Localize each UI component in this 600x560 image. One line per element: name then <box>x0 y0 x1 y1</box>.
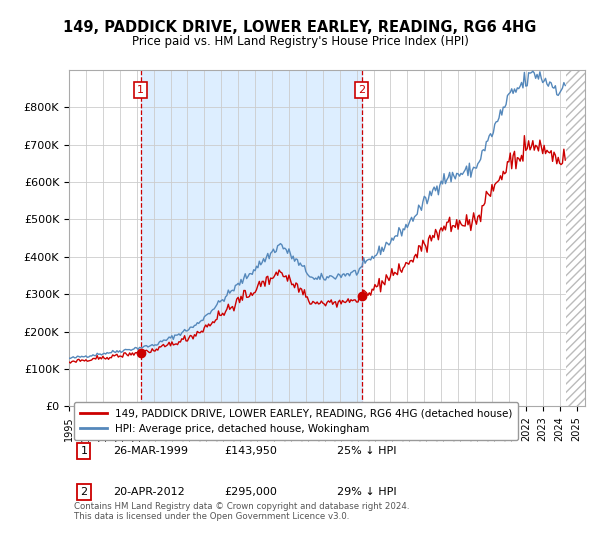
Text: 2: 2 <box>80 487 88 497</box>
Text: Contains HM Land Registry data © Crown copyright and database right 2024.
This d: Contains HM Land Registry data © Crown c… <box>74 502 410 521</box>
Bar <box>566 70 585 407</box>
Text: 20-APR-2012: 20-APR-2012 <box>113 487 185 497</box>
Text: £295,000: £295,000 <box>224 487 277 497</box>
Text: 29% ↓ HPI: 29% ↓ HPI <box>337 487 397 497</box>
Text: 1: 1 <box>80 446 88 456</box>
Legend: 149, PADDICK DRIVE, LOWER EARLEY, READING, RG6 4HG (detached house), HPI: Averag: 149, PADDICK DRIVE, LOWER EARLEY, READIN… <box>74 402 518 440</box>
Text: 2: 2 <box>358 85 365 95</box>
Text: 26-MAR-1999: 26-MAR-1999 <box>113 446 188 456</box>
Bar <box>140 70 362 407</box>
Text: 25% ↓ HPI: 25% ↓ HPI <box>337 446 397 456</box>
Text: Price paid vs. HM Land Registry's House Price Index (HPI): Price paid vs. HM Land Registry's House … <box>131 35 469 48</box>
Text: 149, PADDICK DRIVE, LOWER EARLEY, READING, RG6 4HG: 149, PADDICK DRIVE, LOWER EARLEY, READIN… <box>64 20 536 35</box>
Text: 1: 1 <box>137 85 144 95</box>
Text: £143,950: £143,950 <box>224 446 277 456</box>
Bar <box>566 70 585 407</box>
